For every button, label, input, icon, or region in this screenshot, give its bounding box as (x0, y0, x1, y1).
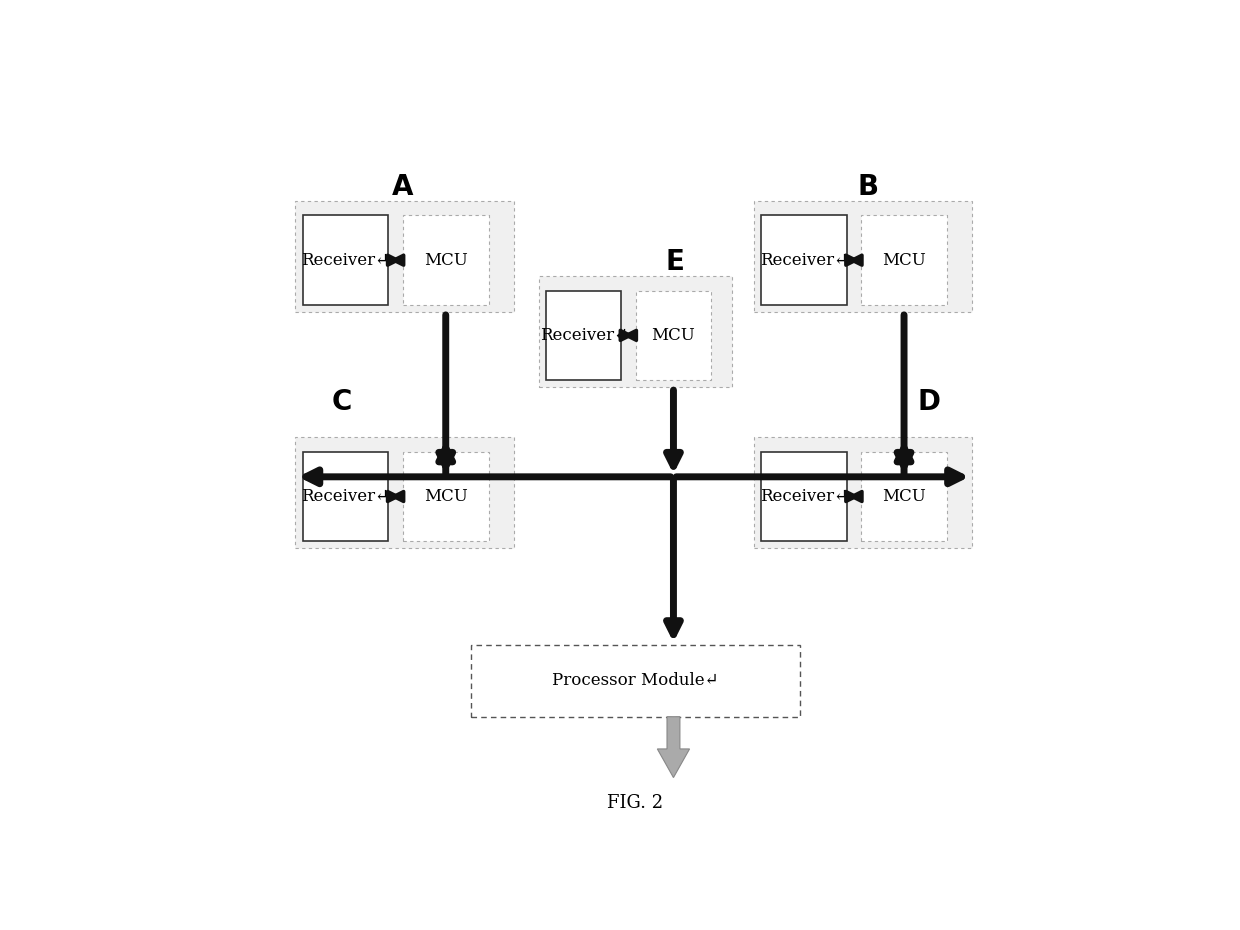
Text: C: C (332, 388, 352, 416)
Bar (635, 290, 711, 380)
Bar (754, 437, 972, 549)
Text: Receiver↵: Receiver↵ (760, 252, 848, 269)
Text: A: A (392, 173, 413, 201)
Text: Receiver↵: Receiver↵ (760, 488, 848, 505)
Text: E: E (666, 248, 684, 276)
Text: MCU: MCU (424, 488, 467, 505)
Polygon shape (657, 717, 689, 777)
Bar (303, 216, 388, 305)
Text: MCU: MCU (882, 488, 926, 505)
Text: FIG. 2: FIG. 2 (608, 793, 663, 812)
Text: MCU: MCU (882, 252, 926, 269)
Text: MCU: MCU (651, 326, 694, 344)
Text: Receiver↵: Receiver↵ (301, 488, 389, 505)
Text: Processor Module↵: Processor Module↵ (552, 672, 719, 689)
Bar (754, 201, 972, 312)
Bar (861, 216, 947, 305)
Bar (295, 437, 513, 549)
Bar (403, 216, 489, 305)
Text: MCU: MCU (424, 252, 467, 269)
Bar (861, 452, 947, 541)
Text: D: D (918, 388, 941, 416)
Bar (303, 452, 388, 541)
Text: Receiver↵: Receiver↵ (539, 326, 627, 344)
Text: Receiver↵: Receiver↵ (301, 252, 389, 269)
Bar (761, 216, 847, 305)
Bar (761, 452, 847, 541)
Bar (295, 201, 513, 312)
Text: B: B (858, 173, 879, 201)
Bar (546, 290, 621, 380)
Bar (539, 276, 732, 387)
Bar (403, 452, 489, 541)
Bar (471, 645, 800, 717)
